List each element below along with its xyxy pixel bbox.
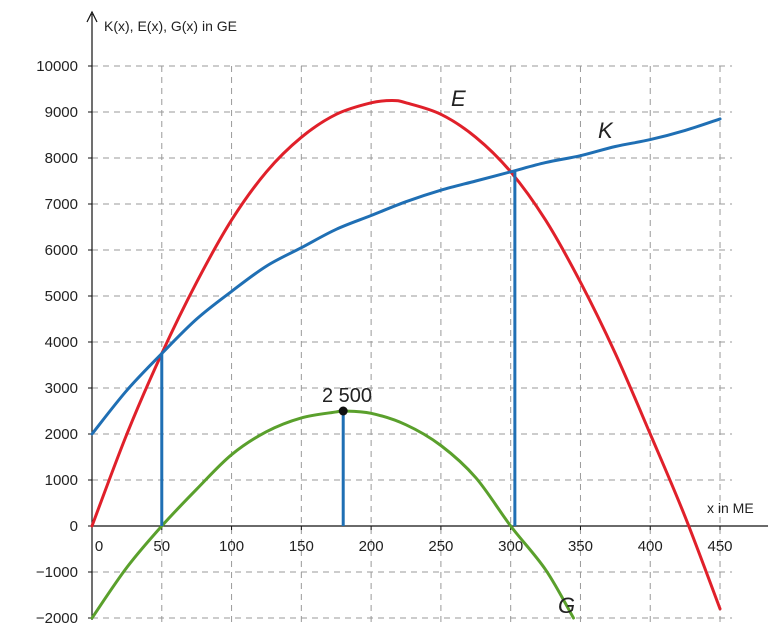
maximum-point bbox=[338, 406, 348, 416]
x-tick-label-300: 300 bbox=[498, 538, 523, 555]
y-tick-label-4000: 4000 bbox=[45, 334, 78, 351]
x-tick-label-50: 50 bbox=[153, 538, 170, 555]
y-tick-label-7000: 7000 bbox=[45, 196, 78, 213]
y-tick-label-3000: 3000 bbox=[45, 380, 78, 397]
y-tick-label--2000: −2000 bbox=[36, 610, 78, 626]
y-tick-label-6000: 6000 bbox=[45, 242, 78, 259]
series-k-line bbox=[90, 117, 722, 436]
y-tick-label-2000: 2000 bbox=[45, 426, 78, 443]
y-tick-label-10000: 10000 bbox=[36, 58, 78, 75]
y-tick-label-5000: 5000 bbox=[45, 288, 78, 305]
peak-annotation: 2 500 bbox=[322, 385, 372, 407]
y-tick-label-9000: 9000 bbox=[45, 104, 78, 121]
y-axis-title: K(x), E(x), G(x) in GE bbox=[104, 18, 237, 34]
x-tick-label-450: 450 bbox=[708, 538, 733, 555]
x-tick-label-350: 350 bbox=[568, 538, 593, 555]
series-g-line bbox=[90, 409, 575, 620]
grid bbox=[92, 62, 733, 622]
x-tick-label-150: 150 bbox=[289, 538, 314, 555]
y-axis-arrow bbox=[86, 10, 98, 23]
tick-labels: 0 50 100 150 200 250 300 350 400 450 −2000 −1000 0 10… bbox=[36, 58, 733, 626]
x-tick-label-200: 200 bbox=[359, 538, 384, 555]
y-tick-label-0: 0 bbox=[70, 518, 78, 535]
marker-lines bbox=[160, 171, 517, 526]
axes bbox=[86, 10, 769, 620]
x-tick-label-100: 100 bbox=[219, 538, 244, 555]
series-label-e: E bbox=[451, 86, 466, 111]
x-tick-label-400: 400 bbox=[638, 538, 663, 555]
curves bbox=[90, 99, 722, 620]
x-axis-title: x in ME bbox=[707, 500, 754, 516]
series-label-k: K bbox=[598, 118, 614, 143]
y-tick-label--1000: −1000 bbox=[36, 564, 78, 581]
y-tick-label-8000: 8000 bbox=[45, 150, 78, 167]
series-label-g: G bbox=[558, 593, 575, 618]
y-tick-label-1000: 1000 bbox=[45, 472, 78, 489]
x-tick-label-250: 250 bbox=[428, 538, 453, 555]
x-tick-label-0: 0 bbox=[95, 538, 103, 555]
series-e-line bbox=[90, 99, 722, 611]
